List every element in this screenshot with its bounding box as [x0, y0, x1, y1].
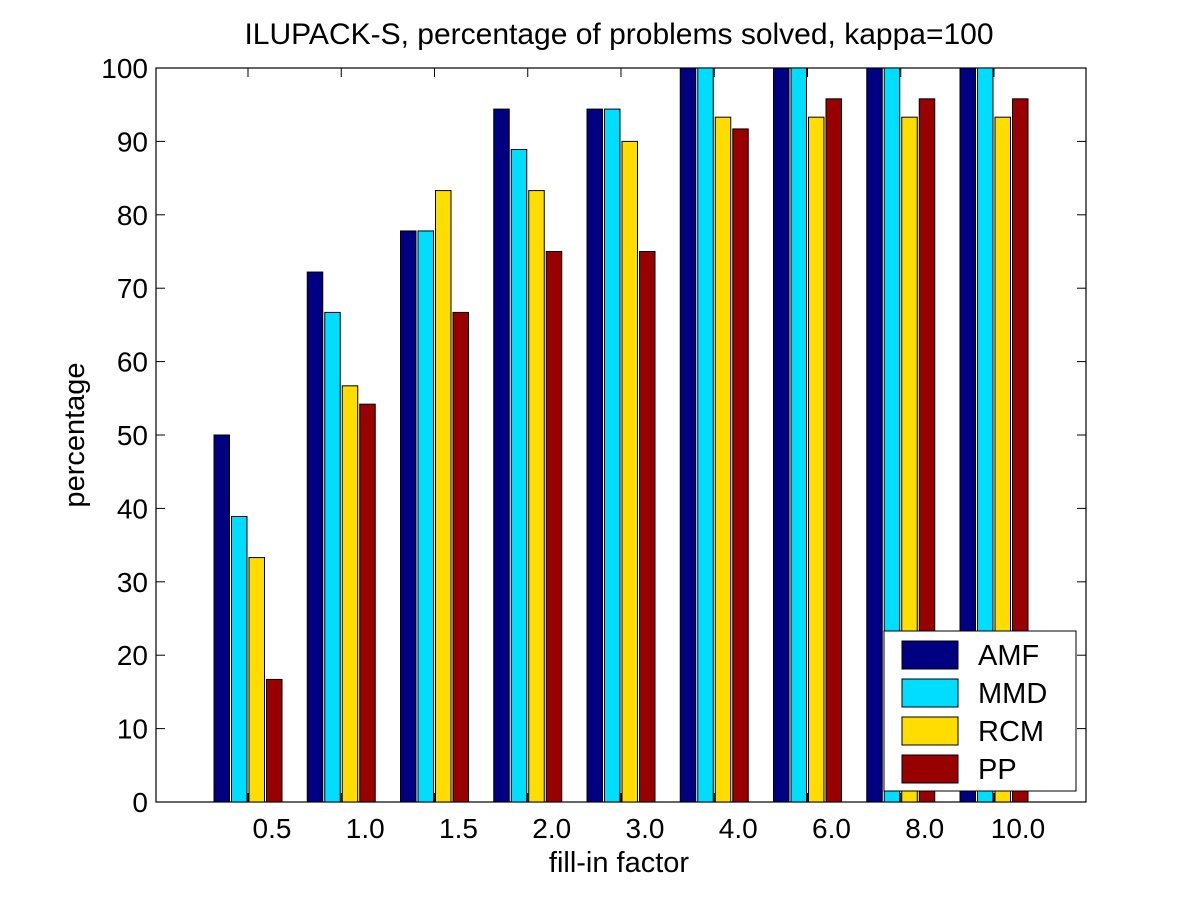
bar-amf-1.5	[400, 230, 417, 803]
bar-rcm-4.0	[714, 116, 732, 803]
bar-amf-10.0	[959, 67, 976, 803]
chart-title: ILUPACK-S, percentage of problems solved…	[244, 18, 993, 51]
y-tick-label: 100	[101, 53, 148, 84]
y-tick-label: 60	[117, 347, 148, 378]
x-tick-label: 2.0	[532, 813, 571, 844]
bar-mmd-3.0	[604, 108, 621, 803]
y-tick-label: 80	[117, 200, 148, 231]
bar-rcm-3.0	[621, 140, 638, 803]
x-tick-label: 1.5	[439, 813, 478, 844]
legend-label-rcm: RCM	[978, 716, 1044, 748]
y-tick-label: 90	[117, 126, 148, 157]
legend-label-pp: PP	[978, 754, 1017, 786]
legend: AMF MMD RCM PP	[883, 630, 1077, 792]
bar-pp-10.0	[1012, 98, 1029, 803]
bar-amf-8.0	[866, 67, 883, 803]
bar-mmd-8.0	[883, 67, 901, 803]
bar-mmd-4.0	[697, 67, 714, 803]
bar-pp-3.0	[639, 251, 656, 803]
y-tick-label: 10	[117, 714, 148, 745]
bar-amf-4.0	[679, 67, 697, 803]
x-tick-label: 8.0	[905, 813, 944, 844]
bar-mmd-1.5	[417, 230, 434, 803]
x-tick-label: 10.0	[991, 813, 1046, 844]
bar-amf-3.0	[586, 108, 603, 803]
bar-pp-8.0	[918, 98, 936, 803]
bar-amf-6.0	[773, 67, 790, 803]
bar-pp-1.5	[452, 311, 469, 803]
bar-amf-2.0	[493, 108, 510, 803]
bar-rcm-0.5	[248, 557, 265, 803]
y-tick-label: 70	[117, 273, 148, 304]
bar-pp-6.0	[825, 98, 842, 803]
bar-amf-0.5	[213, 434, 230, 803]
bar-pp-2.0	[545, 251, 563, 803]
y-tick-label: 40	[117, 493, 148, 524]
bar-pp-4.0	[732, 128, 749, 803]
y-tick-label: 20	[117, 640, 148, 671]
bar-mmd-6.0	[790, 67, 807, 803]
x-axis-title: fill-in factor	[549, 847, 690, 879]
bar-rcm-6.0	[808, 116, 825, 803]
legend-label-amf: AMF	[978, 640, 1039, 672]
bar-mmd-2.0	[510, 148, 528, 803]
bar-mmd-10.0	[977, 67, 994, 803]
legend-swatch-pp	[901, 754, 959, 784]
bar-rcm-1.0	[341, 385, 359, 803]
bar-amf-1.0	[306, 271, 324, 803]
x-tick-label: 3.0	[626, 813, 665, 844]
legend-swatch-rcm	[901, 716, 959, 746]
bar-mmd-0.5	[231, 515, 248, 803]
bar-pp-1.0	[359, 403, 376, 803]
x-tick-label: 4.0	[719, 813, 758, 844]
y-tick-label: 0	[132, 787, 148, 818]
legend-label-mmd: MMD	[978, 678, 1047, 710]
x-tick-label: 0.5	[253, 813, 292, 844]
bar-rcm-1.5	[435, 190, 452, 803]
axes-layer: 0 10 20 30 40 50 60 70 80 90 100 0.5 1.0 1.5 2.0 3.0 4.0…	[101, 53, 1086, 844]
legend-swatch-amf	[901, 640, 959, 670]
bar-pp-0.5	[266, 678, 283, 803]
y-axis-title: percentage	[59, 362, 91, 507]
bars-layer	[213, 67, 1029, 803]
bar-mmd-1.0	[324, 311, 341, 803]
x-tick-label: 6.0	[812, 813, 851, 844]
y-tick-label: 50	[117, 420, 148, 451]
y-tick-label: 30	[117, 567, 148, 598]
x-tick-label: 1.0	[346, 813, 385, 844]
bar-rcm-2.0	[528, 190, 545, 803]
legend-swatch-mmd	[901, 678, 959, 708]
